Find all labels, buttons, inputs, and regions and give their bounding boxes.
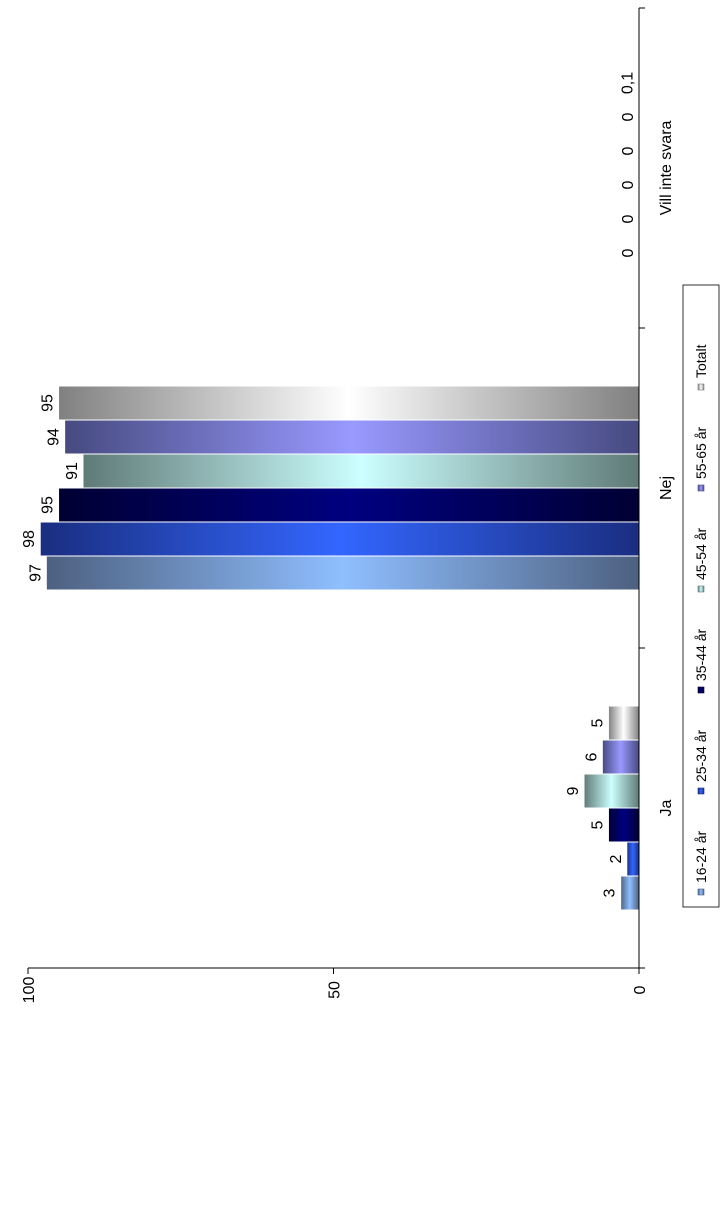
category-label: Vill inte svara [658,120,675,215]
bar-ja-5 [601,739,640,775]
data-label: 3 [602,888,619,897]
category-label: Nej [658,476,675,500]
legend-label: 55-65 år [693,427,709,479]
legend-swatch [697,383,705,391]
data-label: 0 [620,214,637,223]
legend-label: 45-54 år [693,528,709,580]
bar-ja-2 [626,841,640,877]
legend: 16-24 år 25-34 år 35-44 år 45-54 år 55-65 år… [682,284,720,908]
bar-nej-4 [82,453,640,489]
data-label: 0 [620,180,637,189]
category-label: Ja [658,799,675,816]
y-tick-label: 50 [327,981,344,999]
bar-ja-3 [607,807,640,843]
legend-swatch [697,686,705,694]
legend-swatch [697,484,705,492]
data-label: 2 [608,854,625,863]
data-label: 5 [589,718,606,727]
legend-label: 16-24 år [693,831,709,883]
bar-nej-3 [58,487,640,523]
bars-group [39,65,640,911]
bar-nej-2 [39,521,640,557]
data-label: 5 [589,820,606,829]
legend-swatch [697,787,705,795]
y-tick-label: 100 [21,977,38,1004]
axes-group [28,7,645,969]
legend-label: 35-44 år [693,629,709,681]
y-ticks-group: 0 50 100 [21,968,649,1003]
bar-nej-1 [45,555,640,591]
legend-items: 16-24 år 25-34 år 35-44 år 45-54 år 55-65 år… [693,344,709,896]
data-label: 0 [620,248,637,257]
data-label: 95 [40,496,57,514]
bar-nej-5 [64,419,640,455]
bar-ja-4 [583,773,640,809]
data-label: 0 [620,112,637,121]
data-label: 95 [40,394,57,412]
data-label: 0 [620,146,637,155]
legend-label: 25-34 år [693,730,709,782]
legend-swatch [697,888,705,896]
bar-ja-6 [607,705,640,741]
data-label: 97 [27,564,44,582]
data-label: 9 [565,786,582,795]
data-label: 0,1 [619,72,636,94]
y-tick-label: 0 [632,985,649,994]
data-label: 91 [64,462,81,480]
bar-nej-6 [58,385,640,421]
legend-label: Totalt [693,344,709,378]
bar-ja-1 [620,875,640,911]
data-label: 6 [583,752,600,761]
data-label: 98 [21,530,38,548]
category-labels-group: Ja Nej Vill inte svara [658,120,675,816]
legend-swatch [697,585,705,593]
data-label: 94 [46,428,63,446]
